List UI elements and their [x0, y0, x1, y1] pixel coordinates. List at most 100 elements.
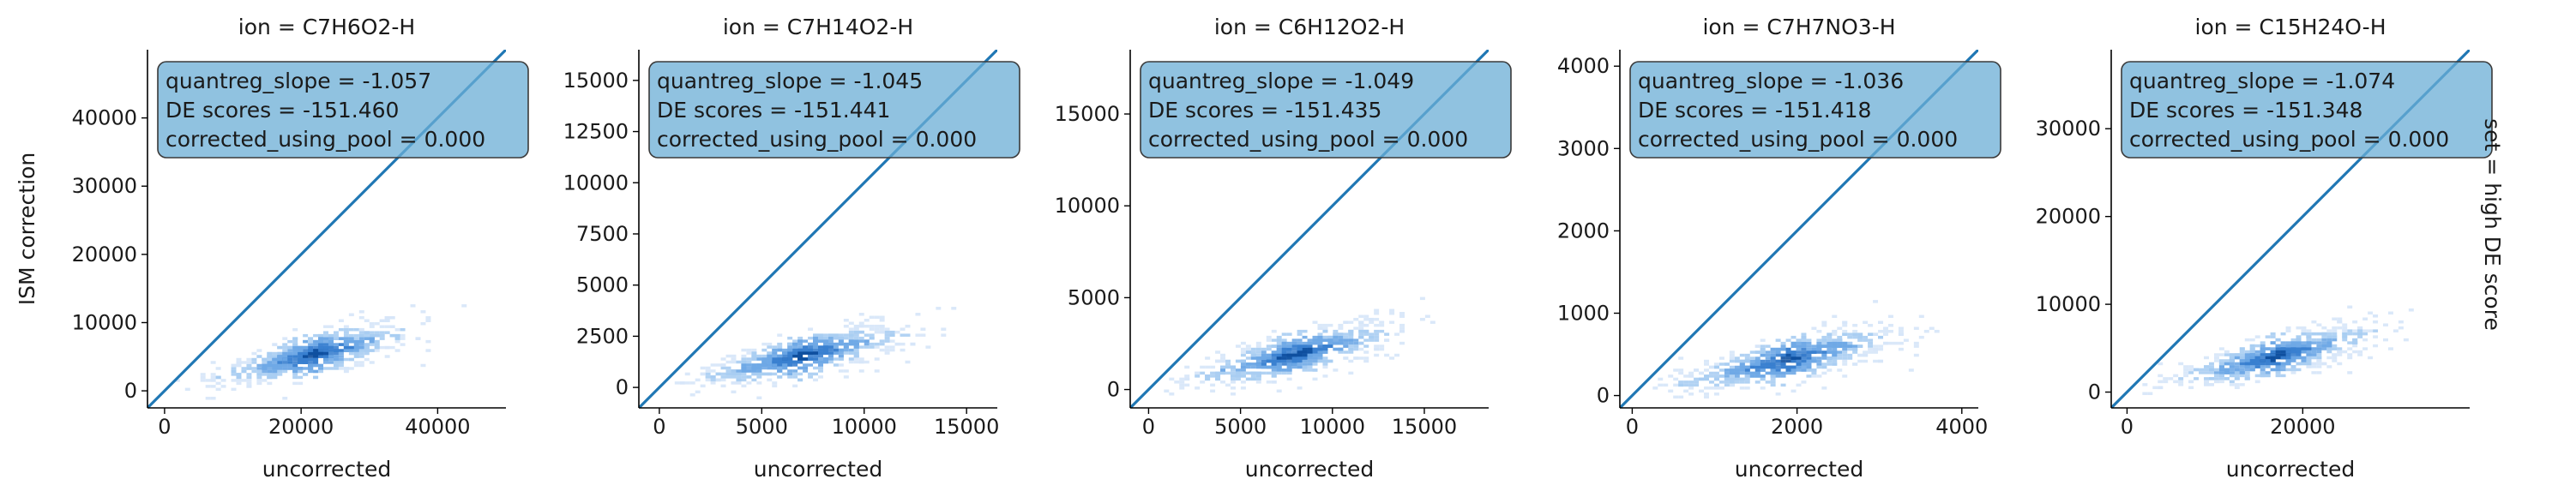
y-tick-label: 7500 [576, 222, 629, 246]
density-cell [1729, 350, 1735, 354]
density-cell [2321, 344, 2327, 348]
density-cell [1363, 323, 1369, 327]
density-cell [2347, 332, 2353, 336]
density-cell [2357, 335, 2363, 338]
density-cell [2208, 371, 2214, 374]
density-cell [833, 351, 839, 355]
density-cell [1195, 386, 1201, 390]
density-cell [2316, 359, 2322, 362]
density-cell [1250, 374, 1256, 378]
density-cell [1837, 356, 1843, 360]
density-cell [1353, 326, 1359, 330]
density-cell [1801, 338, 1807, 342]
density-cell [828, 360, 834, 364]
density-cell [2306, 362, 2312, 366]
density-cell [1832, 362, 1838, 366]
density-cell [818, 375, 823, 379]
density-cell [2332, 347, 2338, 350]
density-cell [1240, 353, 1246, 357]
density-cell [736, 360, 742, 364]
density-cell [2373, 329, 2379, 332]
density-cell [1281, 362, 1287, 366]
density-cell [262, 357, 268, 362]
density-cell [879, 339, 885, 343]
density-cell [2234, 374, 2240, 378]
panel-2: 0 5000 10000 150000250050007500100001250015… [563, 15, 1020, 482]
density-cell [1678, 368, 1684, 372]
density-cell [741, 375, 747, 379]
density-cell [1713, 362, 1719, 366]
density-cell [318, 333, 324, 338]
density-cell [1791, 359, 1797, 363]
density-cell [1827, 335, 1833, 339]
density-cell [2311, 347, 2317, 350]
density-cell [313, 345, 319, 350]
density-cell [2387, 347, 2393, 350]
density-cell [710, 378, 716, 382]
density-cell [210, 385, 216, 388]
density-cell [272, 367, 278, 370]
density-cell [2285, 362, 2291, 366]
density-cell [710, 375, 716, 379]
density-cell [328, 333, 334, 338]
density-cell [364, 331, 370, 334]
density-cell [1271, 368, 1277, 372]
density-cell [797, 366, 803, 370]
density-cell [1796, 356, 1802, 360]
density-cell [767, 345, 773, 349]
x-tick-label: 20000 [2270, 415, 2335, 439]
density-cell [1374, 344, 1380, 348]
density-cell [1343, 341, 1349, 345]
density-cell [1663, 383, 1669, 387]
density-cell [1678, 380, 1684, 384]
density-cell [2142, 392, 2148, 396]
density-cell [2368, 329, 2374, 332]
density-cell [1765, 350, 1771, 354]
density-cell [1780, 356, 1786, 360]
density-cell [1327, 323, 1333, 327]
density-cell [858, 360, 864, 364]
density-cell [328, 367, 334, 370]
density-cell [292, 361, 298, 364]
density-cell [369, 339, 375, 344]
density-cell [848, 339, 854, 343]
density-cell [853, 357, 859, 361]
density-cell [1801, 350, 1807, 354]
density-cell [2280, 374, 2286, 378]
density-cell [848, 336, 854, 340]
density-cell [323, 349, 328, 352]
density-cell [2204, 383, 2209, 386]
density-cell [1694, 380, 1700, 384]
density-cell [2280, 344, 2286, 348]
density-cell [2158, 386, 2164, 390]
density-cell [2254, 374, 2260, 378]
density-cell [725, 375, 731, 379]
x-tick-label: 15000 [1392, 415, 1457, 439]
density-cell [1811, 356, 1817, 360]
density-cell [1708, 380, 1714, 384]
density-cell [2239, 353, 2245, 356]
density-cell [1801, 332, 1807, 336]
density-cell [772, 384, 778, 388]
density-cell [1302, 335, 1308, 339]
density-cell [1333, 329, 1339, 333]
density-cell [853, 327, 859, 331]
density-cell [308, 343, 314, 346]
density-cell [2234, 383, 2240, 386]
density-cell [756, 375, 762, 379]
density-cell [1343, 344, 1349, 348]
density-cell [782, 363, 788, 367]
density-cell [2229, 374, 2235, 378]
density-cell [1801, 347, 1807, 351]
density-cell [292, 327, 298, 332]
density-cell [1765, 365, 1771, 369]
density-cell [853, 324, 859, 328]
density-cell [2316, 353, 2322, 356]
density-cell [797, 345, 803, 349]
density-cell [2218, 365, 2224, 368]
density-cell [2332, 356, 2338, 360]
density-cell [205, 385, 211, 388]
density-cell [384, 319, 390, 322]
density-cell [746, 381, 752, 385]
